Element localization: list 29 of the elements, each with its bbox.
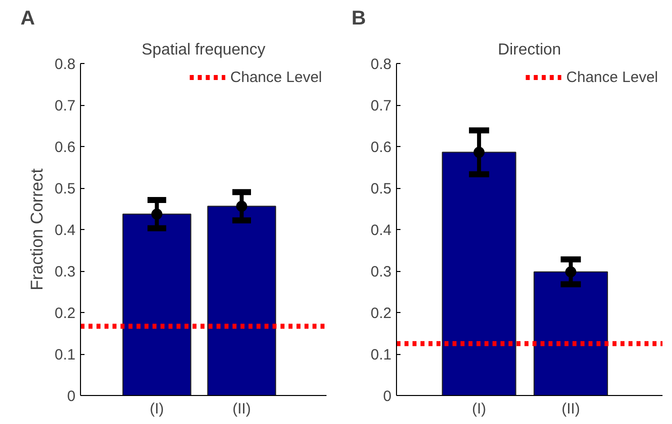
legend-label: Chance Level <box>566 68 658 86</box>
y-tick-label: 0 <box>67 388 76 405</box>
y-tick-label: 0.5 <box>54 180 76 198</box>
y-tick-label: 0.4 <box>370 222 392 239</box>
y-tick-label: 0.6 <box>370 139 392 156</box>
x-tick-label: (II) <box>562 400 580 418</box>
y-tick-label: 0.8 <box>54 56 76 73</box>
x-tick-label: (II) <box>232 400 251 418</box>
chart-title: Direction <box>498 42 562 58</box>
text: B <box>352 8 366 30</box>
y-tick-label: 0.2 <box>370 305 392 322</box>
chart-title: Spatial frequency <box>142 42 266 58</box>
y-tick-label: 0.8 <box>370 56 392 73</box>
y-tick-label: 0 <box>383 388 392 405</box>
y-axis-title: Fraction Correct <box>28 168 47 290</box>
y-tick-label: 0.2 <box>54 305 76 322</box>
text: A <box>20 8 35 30</box>
legend-label: Chance Level <box>230 68 322 86</box>
y-tick-label: 0.7 <box>370 98 392 114</box>
y-tick-label: 0.1 <box>54 346 76 364</box>
y-tick-label: 0.5 <box>370 180 392 198</box>
y-tick-label: 0.1 <box>370 346 392 364</box>
x-tick-label: (I) <box>472 400 486 418</box>
y-tick-label: 0.6 <box>54 139 76 156</box>
y-tick-label: 0.3 <box>54 264 76 280</box>
x-tick-label: (I) <box>150 400 164 418</box>
y-tick-label: 0.4 <box>54 222 76 239</box>
y-tick-label: 0.3 <box>370 264 392 280</box>
y-tick-label: 0.7 <box>54 98 76 114</box>
